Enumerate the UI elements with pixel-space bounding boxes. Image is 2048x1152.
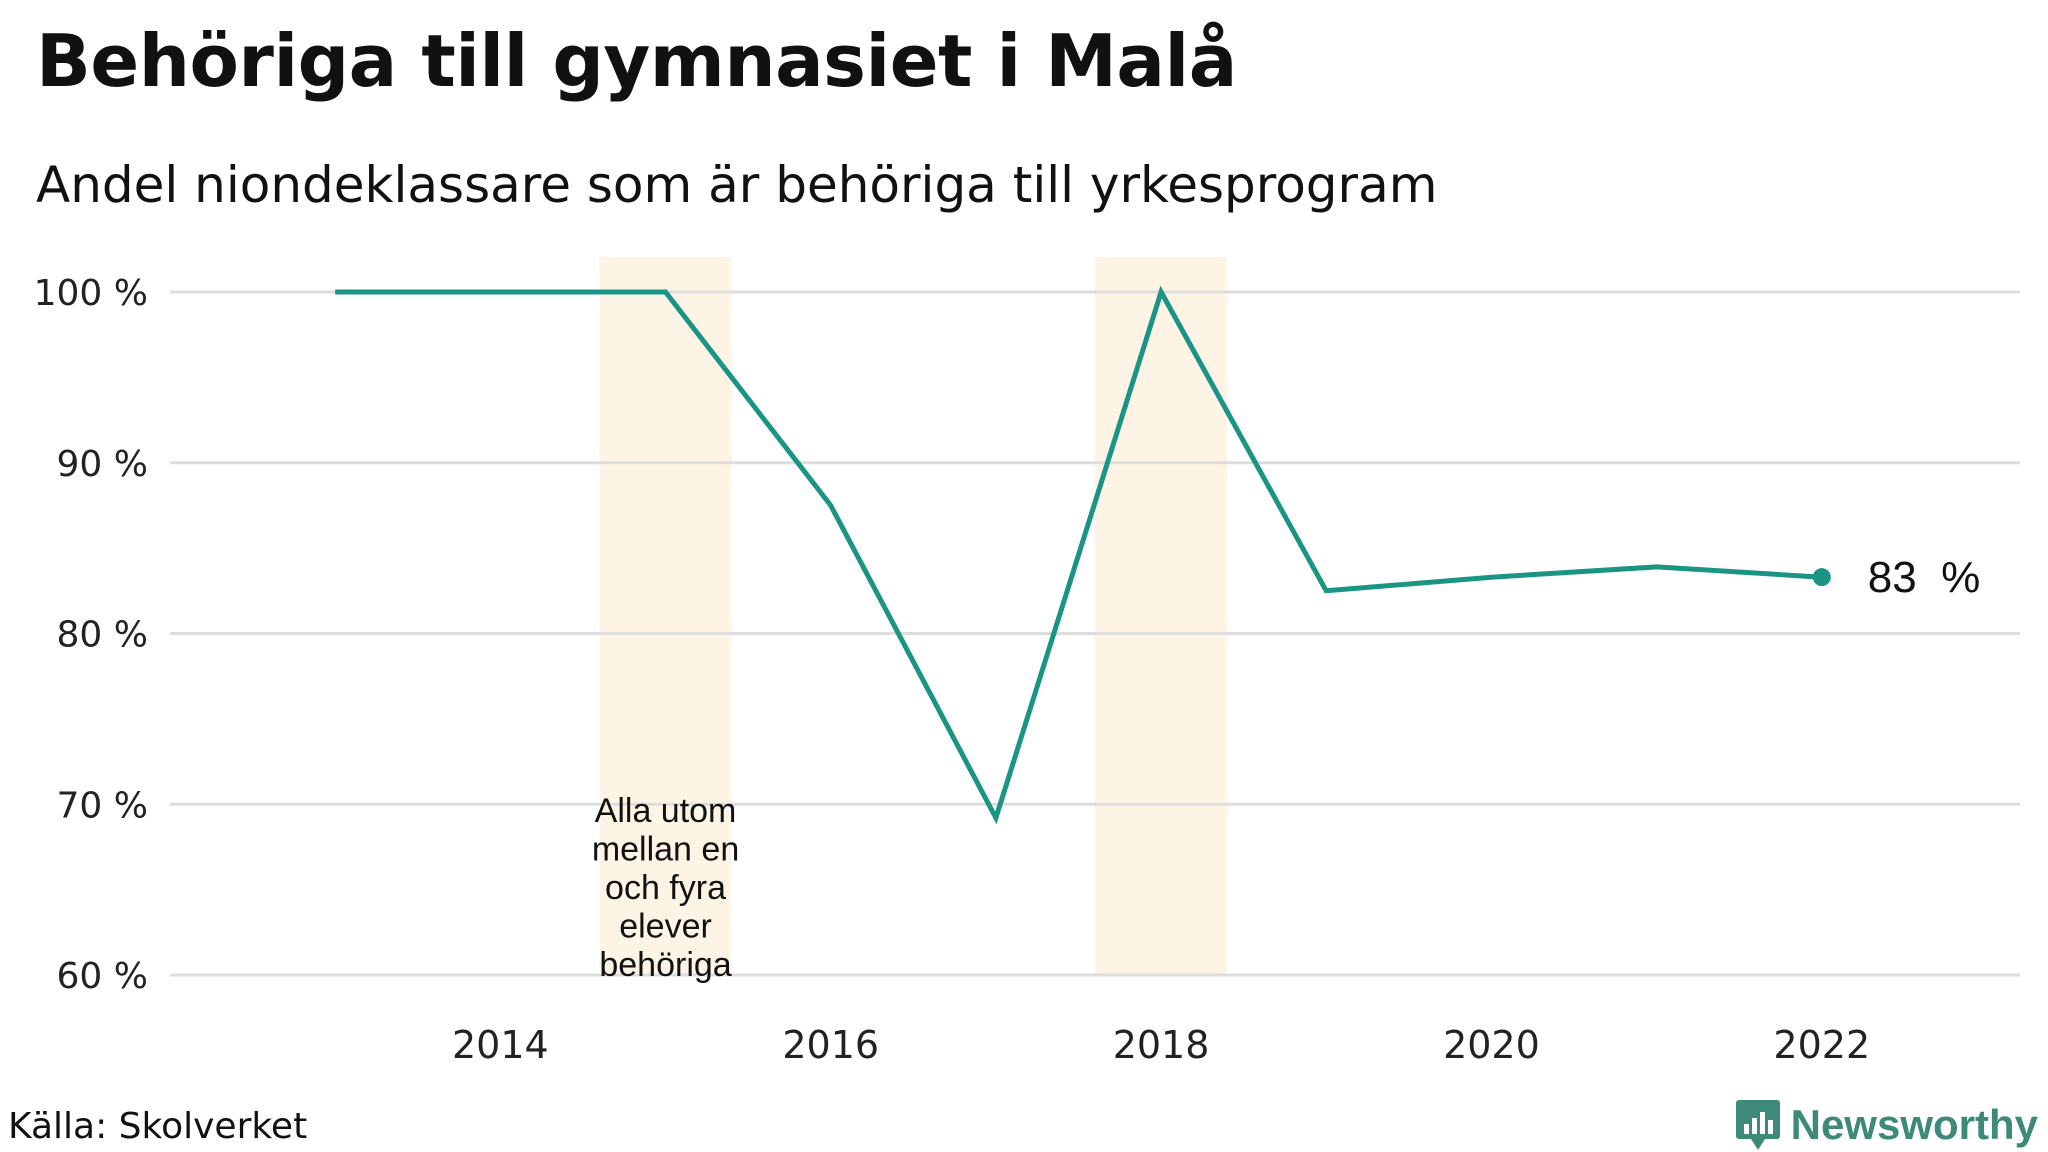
annotation-line: och fyra bbox=[605, 869, 726, 907]
highlight-band-1 bbox=[1095, 257, 1228, 975]
end-label-group: 83 % bbox=[1868, 553, 1981, 602]
y-tick-label: 60 % bbox=[57, 956, 148, 997]
chart-subtitle: Andel niondeklassare som är behöriga til… bbox=[36, 156, 1438, 214]
brand-name: Newsworthy bbox=[1790, 1101, 2038, 1148]
series-endpoint bbox=[1812, 568, 1831, 587]
highlight-band-0 bbox=[599, 257, 732, 975]
end-value-label: 83 % bbox=[1868, 553, 1981, 602]
chart-title: Behöriga till gymnasiet i Malå bbox=[36, 19, 1237, 103]
brand-logo: Newsworthy bbox=[1735, 1098, 2038, 1152]
y-tick-label: 100 % bbox=[34, 273, 148, 314]
annotation-line: mellan en bbox=[592, 831, 739, 869]
y-tick-label: 70 % bbox=[57, 785, 148, 826]
bar-chart-icon bbox=[1735, 1100, 1780, 1150]
series bbox=[335, 285, 1831, 825]
series-line-0 bbox=[335, 285, 1822, 825]
annotation-line: Alla utom bbox=[595, 792, 737, 830]
source-note: Källa: Skolverket bbox=[8, 1106, 308, 1147]
x-tick-label: 2022 bbox=[1773, 1023, 1870, 1067]
annotation-line: behöriga bbox=[599, 946, 731, 984]
y-axis: 60 % 70 % 80 % 90 % 100 % bbox=[34, 273, 148, 997]
x-tick-label: 2016 bbox=[782, 1023, 879, 1067]
annotation-line: elever bbox=[619, 908, 712, 946]
x-tick-label: 2018 bbox=[1113, 1023, 1210, 1067]
x-axis: 2014 2016 2018 2020 2022 bbox=[452, 1023, 1870, 1067]
x-tick-label: 2020 bbox=[1443, 1023, 1540, 1067]
x-tick-label: 2014 bbox=[452, 1023, 549, 1067]
y-tick-label: 90 % bbox=[57, 444, 148, 485]
y-tick-label: 80 % bbox=[57, 615, 148, 656]
